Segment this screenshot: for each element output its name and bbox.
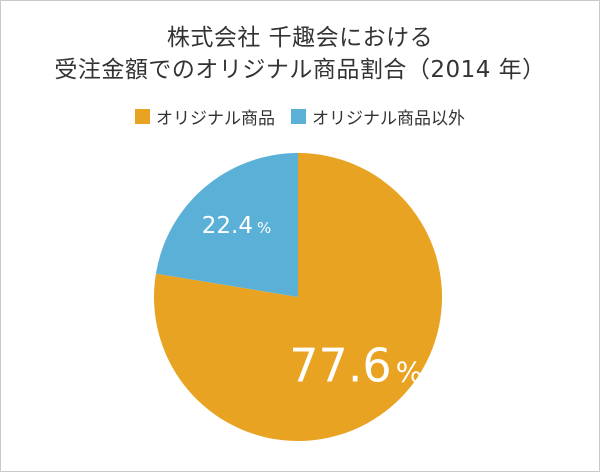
slice-label-non-original-unit: % xyxy=(257,219,271,237)
legend-label-original: オリジナル商品 xyxy=(156,109,275,129)
legend-swatch-original xyxy=(135,109,150,124)
legend-item-original: オリジナル商品 xyxy=(135,104,275,129)
chart-legend: オリジナル商品 オリジナル商品以外 xyxy=(0,104,600,129)
pie-slice-non-original xyxy=(155,153,298,297)
slice-label-original: 77.6% xyxy=(289,339,422,393)
slice-label-non-original-value: 22.4 xyxy=(202,213,253,239)
chart-title-line-1: 株式会社 千趣会における xyxy=(166,25,434,51)
legend-swatch-non-original xyxy=(291,109,306,124)
slice-label-original-unit: % xyxy=(396,356,423,389)
legend-item-non-original: オリジナル商品以外 xyxy=(291,104,465,129)
chart-title: 株式会社 千趣会における 受注金額でのオリジナル商品割合（2014 年） xyxy=(0,22,600,86)
legend-label-non-original: オリジナル商品以外 xyxy=(312,109,465,129)
slice-label-original-value: 77.6 xyxy=(289,339,391,393)
pie-slice-original xyxy=(154,153,443,441)
chart-title-line-2: 受注金額でのオリジナル商品割合（2014 年） xyxy=(54,57,546,83)
slice-label-non-original: 22.4% xyxy=(202,213,271,239)
